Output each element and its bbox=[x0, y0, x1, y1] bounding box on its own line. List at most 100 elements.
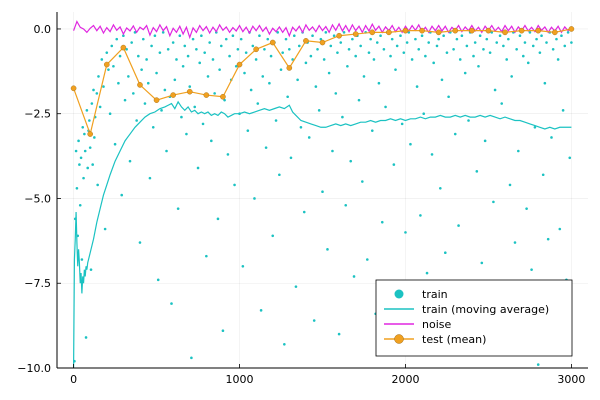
train-point bbox=[530, 268, 533, 271]
train-point bbox=[96, 183, 99, 187]
noise-line bbox=[73, 20, 572, 40]
train-point bbox=[183, 44, 187, 48]
train-point bbox=[467, 119, 470, 122]
train-point bbox=[291, 58, 294, 61]
train-point bbox=[420, 34, 424, 38]
x-tick-label: 2000 bbox=[391, 373, 419, 386]
legend-label: test (mean) bbox=[422, 333, 486, 346]
train-point bbox=[341, 115, 344, 119]
train-point bbox=[271, 234, 275, 238]
train-point bbox=[435, 44, 439, 48]
train-point bbox=[108, 112, 112, 116]
train-point bbox=[357, 98, 361, 102]
train-point bbox=[492, 200, 495, 204]
train-point bbox=[93, 136, 96, 139]
train-point bbox=[188, 85, 192, 88]
train-point bbox=[191, 37, 195, 41]
train-point bbox=[384, 105, 387, 109]
train-point bbox=[160, 109, 163, 112]
train-moving-average-line bbox=[72, 100, 572, 368]
train-point bbox=[77, 139, 80, 143]
train-point bbox=[153, 34, 157, 38]
train-point bbox=[414, 37, 417, 41]
train-point bbox=[370, 129, 374, 132]
train-point bbox=[367, 51, 371, 54]
train-point bbox=[541, 173, 545, 177]
train-point bbox=[233, 183, 236, 187]
train-point bbox=[437, 37, 440, 41]
train-point bbox=[223, 98, 226, 102]
train-point bbox=[75, 187, 79, 190]
train-point bbox=[88, 146, 92, 149]
legend: train train (moving average) noise test (me… bbox=[375, 279, 573, 357]
train-point bbox=[193, 105, 197, 109]
train-point bbox=[176, 207, 180, 210]
test-mean-point bbox=[186, 88, 193, 95]
train-point bbox=[513, 241, 517, 244]
train-point bbox=[171, 41, 175, 44]
train-point bbox=[312, 319, 316, 322]
train-point bbox=[278, 173, 281, 177]
train-point bbox=[409, 142, 412, 146]
train-point bbox=[329, 44, 333, 48]
train-point bbox=[299, 125, 303, 129]
train-point bbox=[113, 142, 117, 146]
train-point bbox=[498, 34, 502, 38]
train-point bbox=[543, 81, 547, 85]
train-point bbox=[558, 227, 562, 231]
y-tick-label: 0.0 bbox=[34, 23, 52, 36]
legend-label: train (moving average) bbox=[422, 303, 549, 316]
test-mean-point bbox=[236, 61, 243, 68]
train-point bbox=[455, 37, 459, 41]
test-mean-point bbox=[469, 27, 475, 34]
train-point bbox=[490, 31, 494, 34]
test-mean-point bbox=[568, 26, 575, 32]
train-point bbox=[485, 37, 489, 41]
train-point bbox=[322, 58, 326, 61]
train-point bbox=[349, 159, 353, 163]
train-point bbox=[98, 105, 102, 109]
train-point bbox=[458, 58, 462, 61]
test-mean-point bbox=[552, 29, 558, 36]
test-mean-point bbox=[170, 92, 176, 98]
test-mean-point bbox=[269, 39, 276, 46]
test-mean-point bbox=[502, 29, 508, 36]
train-point bbox=[130, 41, 133, 44]
train-point bbox=[307, 136, 311, 139]
train-point bbox=[535, 37, 538, 41]
train-point bbox=[480, 261, 484, 265]
train-point bbox=[279, 68, 283, 71]
train-point bbox=[424, 54, 427, 58]
train-point bbox=[288, 47, 291, 51]
train-point bbox=[84, 336, 88, 339]
train-point bbox=[211, 58, 215, 61]
x-tick-label: 1000 bbox=[226, 373, 254, 386]
train-point bbox=[515, 47, 518, 51]
train-point bbox=[123, 98, 127, 102]
train-point bbox=[359, 44, 362, 48]
train-point bbox=[125, 47, 128, 51]
train-point bbox=[103, 227, 107, 231]
train-point bbox=[482, 47, 485, 51]
train-point bbox=[354, 54, 357, 58]
train-point bbox=[208, 41, 211, 44]
train-point bbox=[85, 109, 89, 112]
test-mean-point bbox=[203, 92, 210, 98]
train-point bbox=[556, 58, 560, 61]
train-point bbox=[254, 58, 258, 61]
train-point bbox=[78, 163, 81, 166]
test-mean-point bbox=[87, 131, 93, 137]
train-point bbox=[337, 332, 341, 336]
train-point bbox=[274, 119, 278, 122]
train-point bbox=[289, 156, 293, 160]
train-point bbox=[297, 44, 301, 48]
train-point bbox=[500, 102, 504, 105]
train-point bbox=[410, 58, 414, 61]
train-point bbox=[447, 95, 450, 99]
train-point bbox=[440, 78, 444, 82]
train-point bbox=[538, 51, 542, 54]
train-point bbox=[276, 31, 279, 34]
train-point bbox=[324, 31, 328, 34]
train-point bbox=[221, 329, 225, 333]
train-point bbox=[483, 139, 487, 143]
